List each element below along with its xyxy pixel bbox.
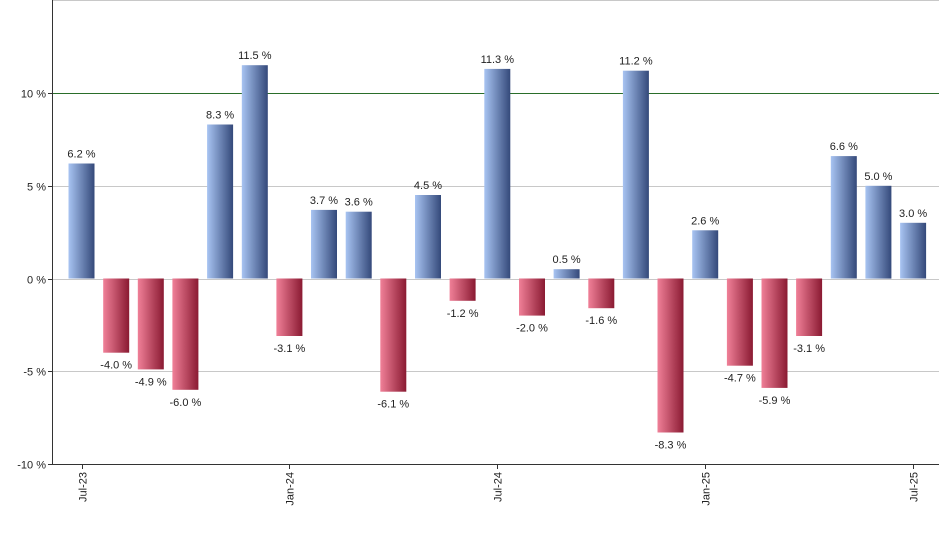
bar-Dec-24 xyxy=(657,278,684,433)
bar-Jul-25 xyxy=(900,222,927,279)
bar-Nov-24 xyxy=(622,70,649,279)
bar-Oct-23 xyxy=(172,278,199,390)
bar-May-25 xyxy=(830,156,857,279)
bar-Oct-24 xyxy=(588,278,615,309)
x-tick-label: Jul-24 xyxy=(493,472,505,502)
value-label: -1.6 % xyxy=(585,315,617,327)
x-tick-label: Jul-25 xyxy=(909,472,921,502)
value-label: 2.6 % xyxy=(691,215,719,227)
value-label: -5.9 % xyxy=(759,395,791,407)
value-label: -4.0 % xyxy=(100,360,132,372)
bar-Jul-24 xyxy=(484,68,511,279)
value-label: 4.5 % xyxy=(414,180,442,192)
bar-Nov-23 xyxy=(207,124,234,279)
value-label: -4.7 % xyxy=(724,373,756,385)
grid-lines xyxy=(52,0,939,372)
x-tick-label: Jan-24 xyxy=(285,472,297,506)
value-labels: 6.2 % -4.0 %-4.9 %-6.0 % 8.3 % 11.5 % -3.1 %… xyxy=(67,50,927,451)
value-label: -3.1 % xyxy=(274,343,306,355)
bar-Mar-25 xyxy=(761,278,788,388)
value-label: 5.0 % xyxy=(864,171,892,183)
bar-Jul-23 xyxy=(68,163,95,279)
value-label: 3.6 % xyxy=(345,197,373,209)
value-label: -6.1 % xyxy=(377,399,409,411)
value-label: -6.0 % xyxy=(170,397,202,409)
bar-Aug-23 xyxy=(103,278,130,353)
bar-Apr-24 xyxy=(380,278,407,392)
y-tick-label: 10 % xyxy=(21,89,46,101)
value-label: -1.2 % xyxy=(447,308,479,320)
value-label: -2.0 % xyxy=(516,323,548,335)
value-label: 11.3 % xyxy=(481,54,515,66)
bar-Jan-24 xyxy=(276,278,303,336)
value-label: -8.3 % xyxy=(655,440,687,452)
value-label: 11.2 % xyxy=(619,56,653,68)
value-label: -3.1 % xyxy=(793,343,825,355)
value-label: -4.9 % xyxy=(135,376,167,388)
bar-Sep-24 xyxy=(553,269,580,279)
bar-Feb-24 xyxy=(311,209,337,279)
bar-Aug-24 xyxy=(519,278,545,316)
value-label: 11.5 % xyxy=(238,50,272,62)
bar-Dec-23 xyxy=(241,65,268,279)
y-tick-label: 0 % xyxy=(27,275,46,287)
value-label: 3.0 % xyxy=(899,208,927,220)
bar-Sep-23 xyxy=(137,278,164,370)
value-label: 6.6 % xyxy=(830,141,858,153)
bar-Mar-24 xyxy=(345,211,372,279)
bar-Feb-25 xyxy=(726,278,753,366)
value-label: 8.3 % xyxy=(206,110,234,122)
y-tick-label: 5 % xyxy=(27,182,46,194)
bar-Jan-25 xyxy=(692,230,719,279)
bar-Jun-24 xyxy=(449,278,476,301)
x-tick-label: Jul-23 xyxy=(78,472,90,502)
bar-May-24 xyxy=(415,195,441,279)
bar-Jun-25 xyxy=(865,185,892,279)
axes: 10 % 5 % 0 % -5 % -10 % Jul-23 Jan-24 Jul-24 Jan… xyxy=(17,0,939,506)
bar-Apr-25 xyxy=(796,278,823,336)
x-tick-label: Jan-25 xyxy=(701,472,713,506)
value-label: 3.7 % xyxy=(310,195,338,207)
bars xyxy=(68,65,927,433)
value-label: 6.2 % xyxy=(67,149,95,161)
y-tick-label: -10 % xyxy=(17,460,46,472)
value-label: 0.5 % xyxy=(553,254,581,266)
y-tick-label: -5 % xyxy=(23,367,46,379)
